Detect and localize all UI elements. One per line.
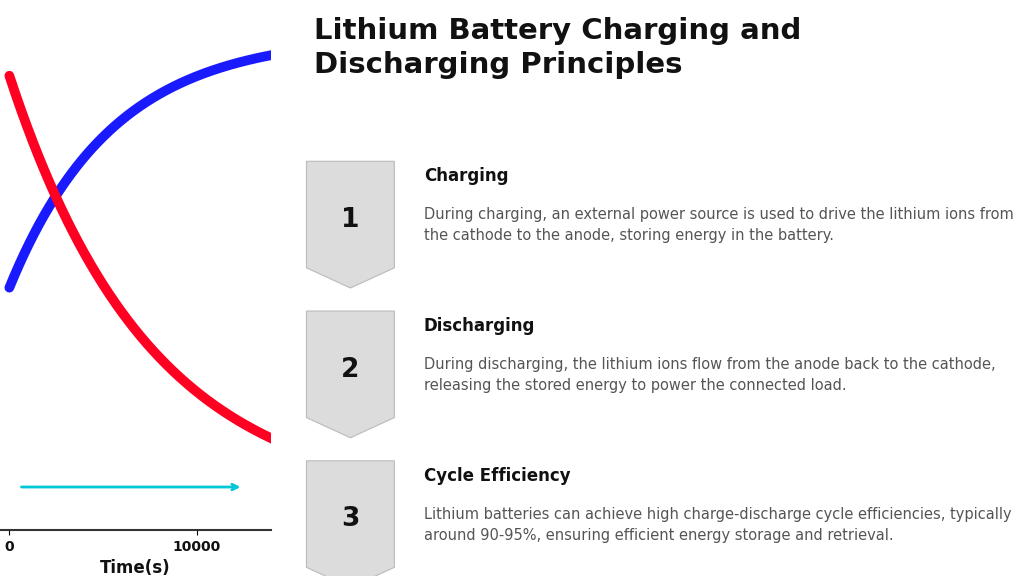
Text: Cycle Efficiency: Cycle Efficiency <box>424 467 570 484</box>
Text: 1: 1 <box>341 207 359 233</box>
Text: Discharging: Discharging <box>424 317 535 335</box>
Polygon shape <box>306 461 394 576</box>
X-axis label: Time(s): Time(s) <box>100 559 171 576</box>
Text: Lithium Battery Charging and
Discharging Principles: Lithium Battery Charging and Discharging… <box>313 17 801 79</box>
Polygon shape <box>306 311 394 438</box>
Text: Lithium batteries can achieve high charge-discharge cycle efficiencies, typicall: Lithium batteries can achieve high charg… <box>424 507 1012 543</box>
Text: During discharging, the lithium ions flow from the anode back to the cathode,
re: During discharging, the lithium ions flo… <box>424 357 995 393</box>
Text: 2: 2 <box>341 357 359 382</box>
Polygon shape <box>306 161 394 288</box>
Text: Charging: Charging <box>424 167 508 185</box>
Text: During charging, an external power source is used to drive the lithium ions from: During charging, an external power sourc… <box>424 207 1014 244</box>
Text: 3: 3 <box>341 506 359 532</box>
